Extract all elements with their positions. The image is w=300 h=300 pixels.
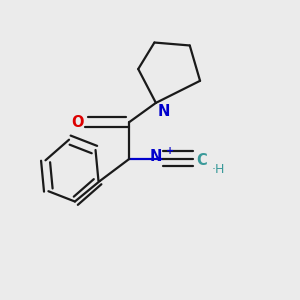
Text: C: C (196, 153, 207, 168)
Text: N: N (149, 149, 162, 164)
Text: ·H: ·H (212, 163, 225, 176)
Text: O: O (72, 115, 84, 130)
Text: +: + (166, 146, 174, 156)
Text: N: N (158, 104, 170, 119)
